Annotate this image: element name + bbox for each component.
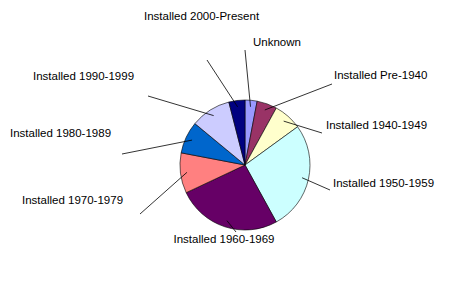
pie-slice [229,100,245,165]
leader-line [245,50,251,107]
slice-label: Installed 1950-1959 [333,177,434,189]
slice-label: Installed 1980-1989 [10,127,111,139]
slice-label: Unknown [253,36,301,48]
slices [180,100,310,230]
chart-container: Unknown Installed Pre-1940 Installed 1940-… [0,0,462,288]
chart: Unknown Installed Pre-1940 Installed 1940-… [0,0,462,288]
leader-line [265,84,332,110]
leader-line [227,221,236,232]
slice-label: Installed 1990-1999 [33,70,134,82]
slice-label: Installed 1970-1979 [22,194,123,206]
slice-label: Installed 2000-Present [144,10,260,22]
leader-line [122,140,192,154]
slice-label: Installed 1940-1949 [326,119,427,131]
leader-line [148,96,214,116]
leader-line [207,60,238,107]
slice-label: Installed Pre-1940 [334,69,427,81]
leader-lines [122,50,332,232]
leader-line [284,121,322,133]
leader-line [302,178,330,190]
leader-line [140,172,187,214]
labels: Unknown Installed Pre-1940 Installed 1940-… [10,10,434,245]
slice-label: Installed 1960-1969 [173,233,274,245]
